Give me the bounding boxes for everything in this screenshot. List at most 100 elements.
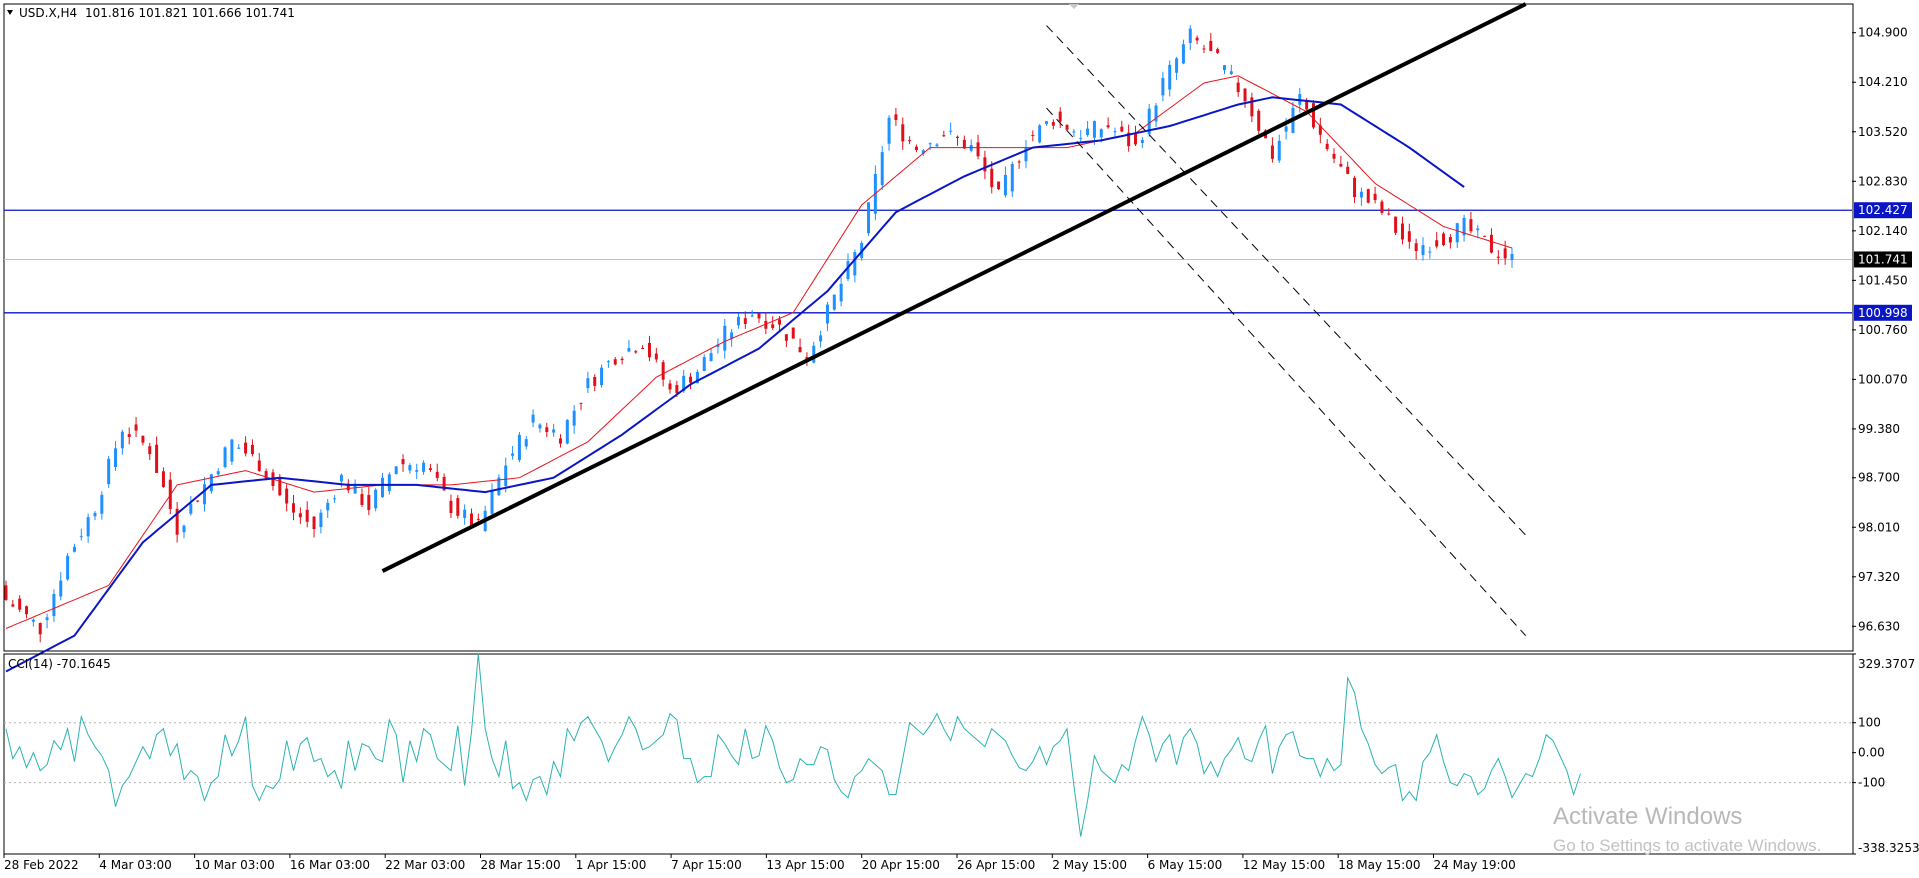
time-tick-label: 7 Apr 15:00: [671, 858, 742, 872]
moving-averages: [5, 75, 1513, 673]
trend-line[interactable]: [381, 2, 1527, 573]
horizontal-levels[interactable]: [4, 209, 1852, 314]
candle: [689, 372, 693, 390]
candle: [894, 107, 898, 126]
candle: [1202, 44, 1206, 54]
candle: [31, 618, 35, 627]
channel-line[interactable]: [1046, 25, 1527, 536]
level-price-label: 100.998: [1858, 306, 1908, 320]
candle: [161, 467, 165, 488]
candle: [647, 335, 651, 362]
time-tick-label: 6 May 15:00: [1148, 858, 1223, 872]
cci-tick-label: 329.3707: [1858, 657, 1915, 671]
candle: [1147, 103, 1151, 137]
candle: [428, 463, 432, 472]
price-tick-label: 104.900: [1858, 26, 1908, 40]
activate-windows-title: Activate Windows: [1553, 803, 1742, 830]
candle: [1236, 77, 1240, 97]
price-tick-label: 99.380: [1858, 422, 1900, 436]
symbol-timeframe: USD.X,H4: [19, 6, 77, 20]
time-tick-label: 16 Mar 03:00: [290, 858, 370, 872]
candle: [1168, 60, 1172, 97]
collapse-triangle-icon[interactable]: [7, 10, 13, 15]
candle: [956, 135, 960, 146]
candle: [463, 504, 467, 525]
candle: [244, 436, 248, 457]
cci-series-line: [5, 653, 1581, 837]
price-tick-label: 98.010: [1858, 520, 1900, 534]
candle: [983, 150, 987, 180]
candle: [490, 483, 494, 519]
candle: [319, 509, 323, 534]
candle: [435, 463, 439, 482]
candle: [558, 434, 562, 448]
candle: [627, 339, 631, 353]
candle: [1065, 124, 1069, 131]
channel-line[interactable]: [1046, 107, 1527, 636]
candle: [72, 543, 76, 553]
candle: [921, 148, 925, 156]
candle: [182, 524, 186, 539]
candle: [531, 409, 535, 428]
candle: [387, 472, 391, 495]
candle: [1503, 240, 1507, 265]
candle: [901, 117, 905, 150]
candle: [257, 452, 261, 472]
candle: [66, 552, 70, 581]
candle: [1353, 175, 1357, 204]
candle: [1442, 231, 1446, 247]
candle: [1510, 247, 1514, 268]
candle: [1407, 223, 1411, 249]
candle: [374, 488, 378, 512]
candle: [914, 144, 918, 153]
candle: [141, 435, 145, 446]
price-panel[interactable]: 104.900 104.210 103.520 102.830 102.140 101.4…: [3, 2, 1912, 673]
candle: [504, 457, 508, 493]
price-tick-label: 103.520: [1858, 125, 1908, 139]
candle: [1373, 186, 1377, 204]
candle: [880, 146, 884, 190]
cci-axis: 329.3707 100 0.00 -100 -338.3253: [4, 653, 1919, 855]
candle: [1188, 25, 1192, 51]
candle: [887, 115, 891, 151]
candle: [100, 491, 104, 520]
time-tick-label: 13 Apr 15:00: [766, 858, 844, 872]
candle: [1394, 216, 1398, 236]
candle: [552, 423, 556, 437]
cci-panel[interactable]: 329.3707 100 0.00 -100 -338.3253: [3, 653, 1919, 855]
candle: [839, 277, 843, 307]
candle: [114, 441, 118, 471]
slow-moving-average-line: [5, 96, 1465, 673]
candle: [613, 357, 617, 366]
price-tick-label: 97.320: [1858, 570, 1900, 584]
candle: [1435, 231, 1439, 249]
candle: [1003, 166, 1007, 198]
candle: [1127, 124, 1131, 152]
candle: [593, 374, 597, 392]
candle: [784, 334, 788, 348]
candle: [456, 495, 460, 519]
candle: [962, 135, 966, 150]
candle: [997, 181, 1001, 191]
candle: [285, 484, 289, 512]
candle: [120, 429, 124, 455]
candle: [401, 454, 405, 472]
level-price-label-bg: [1854, 304, 1912, 321]
shift-marker-icon[interactable]: [1069, 4, 1079, 9]
candle: [216, 468, 220, 477]
candle: [408, 463, 412, 474]
candle: [346, 479, 350, 494]
candle: [1031, 130, 1035, 142]
candle: [1414, 238, 1418, 260]
time-tick-label: 1 Apr 15:00: [576, 858, 647, 872]
candle: [1140, 136, 1144, 148]
candle: [1134, 125, 1137, 146]
trend-lines[interactable]: [381, 2, 1527, 636]
candle: [1359, 187, 1363, 206]
time-tick-label: 28 Mar 15:00: [481, 858, 561, 872]
candle: [449, 494, 453, 519]
level-price-label: 102.427: [1858, 203, 1908, 217]
cci-label: CCI(14) -70.1645: [8, 657, 111, 671]
candle: [11, 599, 15, 608]
